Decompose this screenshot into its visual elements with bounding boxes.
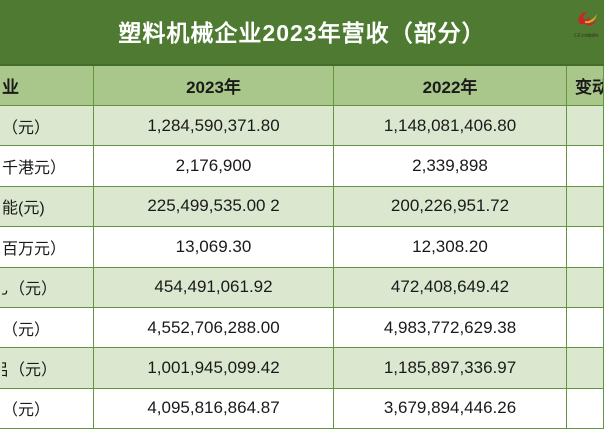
- value-2022-cell: 472,408,649.42: [334, 267, 567, 308]
- change-cell: [567, 388, 604, 429]
- table-row: （元） 4,552,706,288.00 4,983,772,629.38: [0, 307, 604, 349]
- header-change: 变动: [567, 66, 604, 106]
- value-2022-cell: 1,148,081,406.80: [334, 106, 567, 147]
- clipped-char: 吕: [2, 356, 9, 380]
- table-row: （元） 1,284,590,371.80 1,148,081,406.80: [0, 106, 604, 147]
- brand-logo: 江苏工信融媒体: [571, 7, 601, 49]
- value-2022-cell: 12,308.20: [334, 227, 567, 268]
- company-cell-label: （元）: [9, 362, 58, 380]
- value-2022-cell: 3,679,894,446.26: [334, 388, 567, 429]
- value-2023-cell: 454,491,061.92: [94, 267, 334, 308]
- company-cell: （元）: [0, 307, 94, 349]
- logo-caption: 江苏工信融媒体: [573, 33, 599, 38]
- change-cell: [567, 267, 604, 308]
- change-cell: [567, 146, 604, 187]
- title-banner: 塑料机械企业2023年营收（部分） 江苏工信融媒体: [0, 0, 604, 64]
- change-cell: [567, 348, 604, 389]
- company-cell: （元）: [0, 388, 94, 429]
- value-2023-cell: 2,176,900: [94, 146, 334, 187]
- page-title: 塑料机械企业2023年营收（部分）: [118, 20, 486, 46]
- phoenix-icon: [578, 11, 597, 26]
- table-row: 千港元） 2,176,900 2,339,898: [0, 146, 604, 187]
- table-header-row: 业 2023年 2022年 变动: [0, 64, 604, 106]
- table-row: 能(元) 225,499,535.00 2 200,226,951.72: [0, 186, 604, 228]
- table-row: 百万元） 13,069.30 12,308.20: [0, 227, 604, 268]
- company-cell: （元）: [0, 106, 94, 147]
- company-cell: 吕（元）: [0, 348, 94, 389]
- header-2022: 2022年: [334, 66, 567, 106]
- value-2023-cell: 4,095,816,864.87: [94, 388, 334, 429]
- table-row: 吕（元） 1,001,945,099.42 1,185,897,336.97: [0, 348, 604, 389]
- value-2023-cell: 1,284,590,371.80: [94, 106, 334, 147]
- company-cell: 能(元): [0, 186, 94, 228]
- header-company: 业: [0, 66, 94, 106]
- value-2023-cell: 4,552,706,288.00: [94, 307, 334, 349]
- change-cell: [567, 307, 604, 349]
- company-cell-label: （元）: [9, 281, 58, 299]
- clipped-char: 乚: [2, 275, 9, 299]
- company-cell: 百万元）: [0, 227, 94, 268]
- value-2022-cell: 2,339,898: [334, 146, 567, 187]
- change-cell: [567, 106, 604, 147]
- value-2023-cell: 225,499,535.00 2: [94, 186, 334, 228]
- company-cell: 千港元）: [0, 146, 94, 187]
- value-2022-cell: 200,226,951.72: [334, 186, 567, 228]
- table-row: 乚（元） 454,491,061.92 472,408,649.42: [0, 267, 604, 308]
- revenue-table: 业 2023年 2022年 变动 （元） 1,284,590,371.80 1,…: [0, 64, 604, 429]
- change-cell: [567, 227, 604, 268]
- value-2022-cell: 4,983,772,629.38: [334, 307, 567, 349]
- value-2022-cell: 1,185,897,336.97: [334, 348, 567, 389]
- company-cell: 乚（元）: [0, 267, 94, 308]
- table-row: （元） 4,095,816,864.87 3,679,894,446.26: [0, 388, 604, 429]
- header-2023: 2023年: [94, 66, 334, 106]
- change-cell: [567, 186, 604, 228]
- value-2023-cell: 13,069.30: [94, 227, 334, 268]
- value-2023-cell: 1,001,945,099.42: [94, 348, 334, 389]
